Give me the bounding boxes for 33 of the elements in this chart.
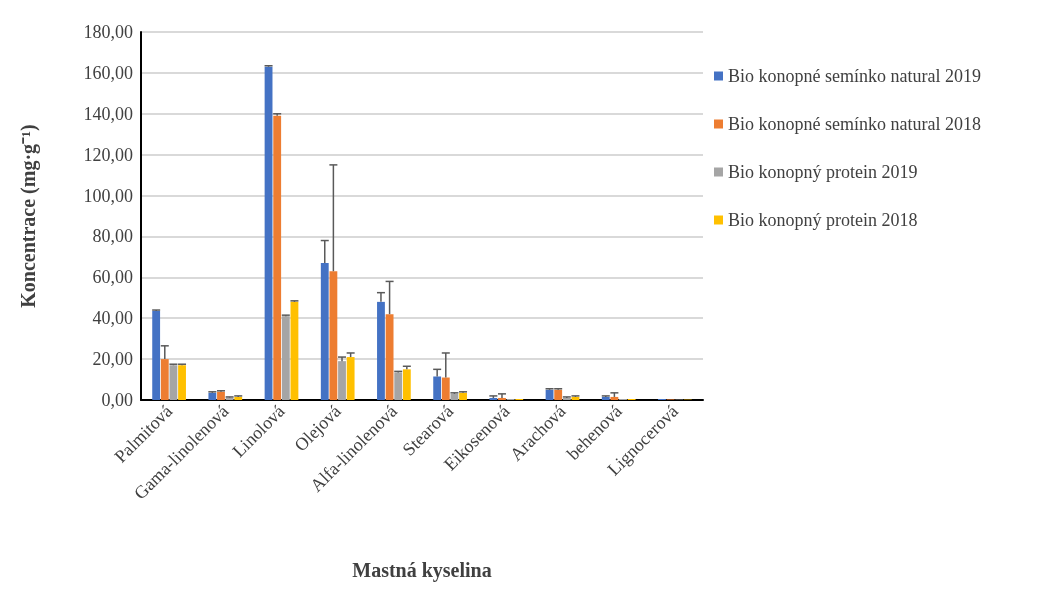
y-tick-label: 20,00 bbox=[92, 349, 133, 370]
bar bbox=[433, 376, 442, 400]
bar bbox=[402, 369, 411, 400]
y-tick-label: 100,00 bbox=[83, 185, 133, 206]
y-tick-label: 120,00 bbox=[83, 144, 133, 165]
bar bbox=[329, 271, 338, 400]
y-tick-label: 40,00 bbox=[92, 308, 133, 329]
bar bbox=[160, 359, 169, 400]
legend-label: Bio konopný protein 2018 bbox=[728, 210, 918, 230]
bar bbox=[338, 361, 346, 400]
y-axis-title: Koncentrace (mg·g⁻¹) bbox=[17, 124, 40, 308]
bar bbox=[346, 357, 355, 400]
bar bbox=[152, 311, 161, 400]
y-tick-label: 180,00 bbox=[83, 22, 133, 42]
legend-label: Bio konopný protein 2019 bbox=[728, 162, 918, 182]
legend-label: Bio konopné semínko natural 2019 bbox=[728, 66, 981, 86]
bar bbox=[320, 263, 329, 400]
y-tick-label: 60,00 bbox=[92, 267, 133, 288]
bar bbox=[498, 397, 506, 400]
bar bbox=[610, 396, 619, 400]
y-tick-label: 160,00 bbox=[83, 62, 133, 83]
x-axis-title: Mastná kyselina bbox=[352, 559, 492, 582]
legend-label: Bio konopné semínko natural 2018 bbox=[728, 114, 981, 134]
bar bbox=[178, 365, 186, 400]
y-tick-label: 80,00 bbox=[92, 226, 133, 247]
bar bbox=[385, 314, 394, 400]
bar bbox=[281, 316, 290, 400]
bar bbox=[394, 372, 403, 400]
bar bbox=[377, 301, 385, 400]
y-tick-label: 140,00 bbox=[83, 103, 133, 124]
bar bbox=[441, 377, 450, 400]
bar bbox=[169, 365, 178, 400]
bar bbox=[273, 115, 282, 400]
